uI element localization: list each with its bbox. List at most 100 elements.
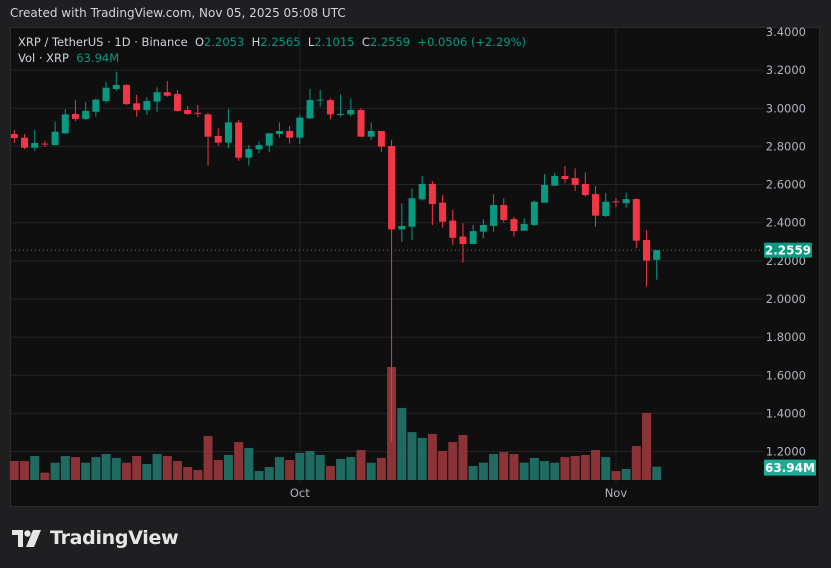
volume-bar [611, 471, 621, 480]
candle-up [224, 122, 232, 143]
candle-up [622, 199, 630, 204]
volume-bar [540, 461, 550, 480]
volume-bar [509, 453, 519, 480]
volume-bar [417, 437, 427, 480]
volume-bar [30, 456, 40, 480]
candle-up [408, 198, 416, 227]
legend-open-value: 2.2053 [204, 35, 245, 49]
candle-down [173, 93, 181, 111]
legend-price-row: XRP / TetherUS · 1D · Binance O2.2053 H2… [18, 34, 526, 50]
candle-up [153, 92, 161, 102]
price-tick-label: 2.6000 [766, 178, 806, 192]
volume-bar [315, 455, 325, 480]
last-price-tag [764, 242, 812, 258]
candle-down [133, 103, 141, 110]
candle-down [632, 199, 640, 241]
last-volume-tag [764, 459, 816, 476]
volume-bar [366, 462, 376, 480]
volume-bar [152, 453, 162, 480]
candle-up [653, 250, 661, 260]
legend-open-label: O [194, 35, 205, 49]
candle-down [286, 130, 294, 138]
tradingview-brand-text: TradingView [50, 527, 179, 549]
legend-symbol[interactable]: XRP / TetherUS · 1D · Binance [18, 35, 188, 49]
volume-bar [60, 456, 70, 480]
volume-bar [550, 462, 560, 480]
legend-volume-row: Vol · XRP 63.94M [18, 50, 526, 66]
time-axis-label: Oct [290, 486, 310, 500]
legend-high-value: 2.2565 [260, 35, 301, 49]
volume-bar [81, 462, 91, 480]
volume-bar [621, 468, 631, 480]
volume-bar [264, 467, 274, 480]
price-tick-label: 3.2000 [766, 63, 806, 77]
volume-bar [223, 455, 233, 480]
price-tick-label: 2.8000 [766, 139, 806, 153]
candle-up [479, 224, 487, 232]
volume-bar [591, 450, 601, 480]
price-tick-label: 1.8000 [766, 330, 806, 344]
volume-bar [489, 453, 499, 480]
candle-down [377, 130, 385, 147]
candle-down [459, 236, 467, 245]
last-price-tag-label: 2.2559 [765, 244, 811, 258]
volume-bar [570, 456, 580, 480]
candle-up [602, 201, 610, 217]
volume-bar [468, 466, 478, 480]
candle-down [184, 109, 192, 115]
candle-up [469, 231, 477, 245]
candle-up [520, 224, 528, 231]
volume-bar [40, 472, 50, 480]
volume-bar [295, 452, 305, 480]
candle-down [581, 183, 589, 196]
volume-bar [478, 462, 488, 480]
candle-up [275, 130, 283, 135]
candle-up [347, 109, 355, 115]
volume-bar [601, 457, 611, 480]
volume-bar [244, 447, 254, 480]
candle-up [102, 87, 110, 102]
price-tick-label: 1.4000 [766, 406, 806, 420]
candle-down [439, 202, 447, 222]
volume-bar [305, 451, 315, 480]
volume-bar [193, 470, 203, 480]
candle-down [428, 183, 436, 205]
volume-bar [336, 458, 346, 480]
volume-bar [560, 457, 570, 480]
candle-up [82, 110, 90, 119]
volume-bar [376, 457, 386, 480]
legend-close-value: 2.2559 [369, 35, 411, 49]
volume-bar [529, 457, 539, 480]
volume-bar [346, 457, 356, 480]
legend-change: +0.0506 (+2.29%) [417, 35, 527, 49]
candle-up [490, 204, 498, 226]
volume-bar [438, 451, 448, 480]
candle-up [541, 184, 549, 203]
legend-volume-label[interactable]: Vol · XRP [18, 51, 69, 65]
candle-down [163, 92, 171, 96]
volume-bar [642, 412, 652, 480]
volume-bar [162, 456, 172, 480]
volume-bar [183, 467, 193, 480]
candle-down [204, 114, 212, 137]
candle-down [10, 134, 18, 139]
price-tick-label: 3.0000 [766, 101, 806, 115]
volume-bar [397, 407, 407, 480]
tradingview-logo[interactable]: TradingView [12, 527, 179, 549]
volume-bar [19, 461, 29, 480]
volume-bar [519, 462, 529, 480]
candle-down [510, 219, 518, 232]
candle-up [143, 101, 151, 110]
volume-bar [50, 462, 60, 480]
candle-down [357, 109, 365, 137]
candle-down [122, 85, 130, 105]
price-tick-label: 3.4000 [766, 25, 806, 39]
volume-bar [203, 436, 213, 480]
volume-bar [458, 435, 468, 480]
volume-bar [111, 457, 121, 480]
candle-up [367, 130, 375, 137]
volume-bar [580, 455, 590, 480]
last-volume-tag-label: 63.94M [765, 461, 815, 475]
price-tick-label: 2.0000 [766, 292, 806, 306]
